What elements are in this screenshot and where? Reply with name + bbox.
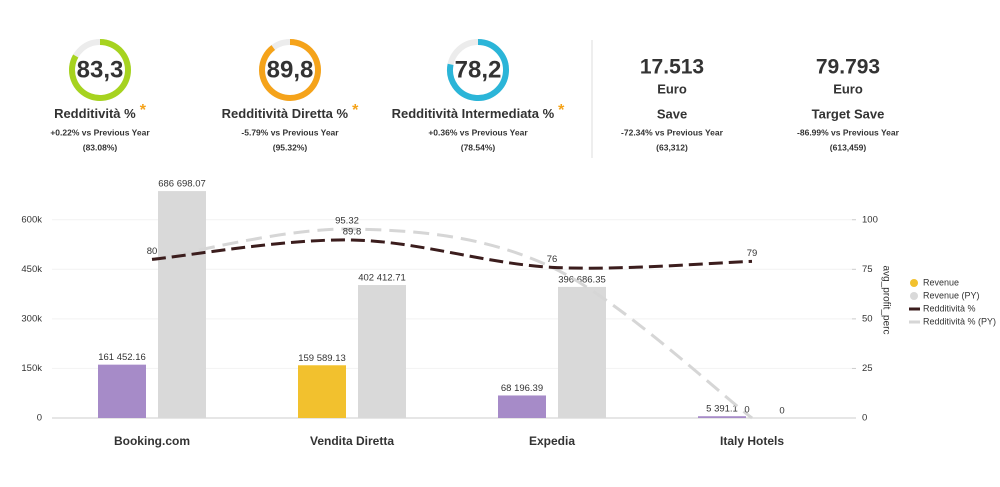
- bar-value-label: 402 412.71: [358, 273, 406, 284]
- kpi-marker: *: [140, 102, 147, 119]
- kpi-change: +0.22% vs Previous Year: [50, 127, 150, 137]
- bar: [158, 191, 206, 418]
- total-unit: Euro: [833, 81, 863, 96]
- x-tick-label: Expedia: [529, 434, 575, 448]
- kpi-title: Redditività % *: [54, 102, 147, 121]
- bar-value-label: 161 452.16: [98, 352, 146, 363]
- line: [151, 238, 753, 270]
- bar: [98, 364, 146, 418]
- y2-tick-label: 0: [862, 413, 867, 424]
- kpi-title: Redditività Intermediata % *: [392, 102, 566, 121]
- kpi-value: 89,8: [267, 56, 314, 83]
- total-value: 17.513: [640, 56, 704, 79]
- bar: [698, 416, 746, 418]
- gauge-arc: [69, 39, 131, 101]
- bar-value-label: 0: [779, 406, 784, 417]
- total-previous: (613,459): [830, 142, 867, 152]
- legend-label: Redditività % (PY): [923, 316, 996, 326]
- kpi-previous: (78.54%): [461, 142, 496, 152]
- y-tick-label: 300k: [21, 313, 42, 324]
- kpi-title-text: Redditività Diretta %: [222, 106, 349, 121]
- bar-value-label: 159 589.13: [298, 353, 346, 364]
- legend-label: Revenue: [923, 277, 959, 287]
- kpi-change: -5.79% vs Previous Year: [241, 127, 339, 137]
- y-tick-label: 150k: [21, 363, 42, 374]
- bar: [558, 286, 606, 418]
- line-value-label: 89.8: [343, 226, 362, 237]
- y2-tick-label: 50: [862, 313, 873, 324]
- line-value-label: 79: [747, 248, 758, 259]
- line-value-label: 80: [147, 246, 158, 257]
- gauge-arc: [447, 39, 509, 101]
- kpi-marker: *: [352, 102, 359, 119]
- bar: [298, 365, 346, 418]
- kpi-value: 78,2: [455, 56, 502, 83]
- y2-axis-label: avg_profit_perc: [880, 266, 891, 335]
- y-tick-label: 0: [37, 413, 42, 424]
- kpi-title-text: Redditività Intermediata %: [392, 106, 555, 121]
- total-unit: Euro: [657, 81, 687, 96]
- bar-value-label: 396 686.35: [558, 274, 606, 285]
- y-tick-label: 450k: [21, 264, 42, 275]
- y2-tick-label: 25: [862, 363, 873, 374]
- legend-swatch: [910, 279, 918, 287]
- legend-label: Revenue (PY): [923, 290, 980, 300]
- gauge-arc: [259, 39, 321, 101]
- y-tick-label: 600k: [21, 214, 42, 225]
- x-tick-label: Booking.com: [114, 434, 190, 448]
- bar-value-label: 686 698.07: [158, 179, 206, 190]
- x-tick-label: Vendita Diretta: [310, 434, 394, 448]
- line-value-label: 95.32: [335, 216, 359, 227]
- line-value-label: 76: [547, 254, 558, 265]
- bar-value-label: 5 391.1: [706, 404, 738, 415]
- kpi-title: Redditività Diretta % *: [222, 102, 359, 121]
- bar: [358, 285, 406, 418]
- line: [151, 227, 753, 420]
- kpi-change: +0.36% vs Previous Year: [428, 127, 528, 137]
- total-value: 79.793: [816, 56, 880, 79]
- bar-value-label: 68 196.39: [501, 383, 543, 394]
- y2-tick-label: 100: [862, 214, 878, 225]
- total-title: Target Save: [812, 106, 885, 121]
- total-previous: (63,312): [656, 142, 688, 152]
- total-title: Save: [657, 106, 687, 121]
- y2-tick-label: 75: [862, 264, 873, 275]
- total-change: -72.34% vs Previous Year: [621, 127, 724, 137]
- kpi-title-text: Redditività %: [54, 106, 136, 121]
- bar: [498, 395, 546, 418]
- kpi-value: 83,3: [77, 56, 124, 83]
- kpi-previous: (83.08%): [83, 142, 118, 152]
- kpi-previous: (95.32%): [273, 142, 308, 152]
- x-tick-label: Italy Hotels: [720, 434, 784, 448]
- total-change: -86.99% vs Previous Year: [797, 127, 900, 137]
- kpi-marker: *: [558, 102, 565, 119]
- legend-label: Redditività %: [923, 303, 976, 313]
- line-value-label: 0: [744, 405, 749, 416]
- legend-swatch: [910, 292, 918, 300]
